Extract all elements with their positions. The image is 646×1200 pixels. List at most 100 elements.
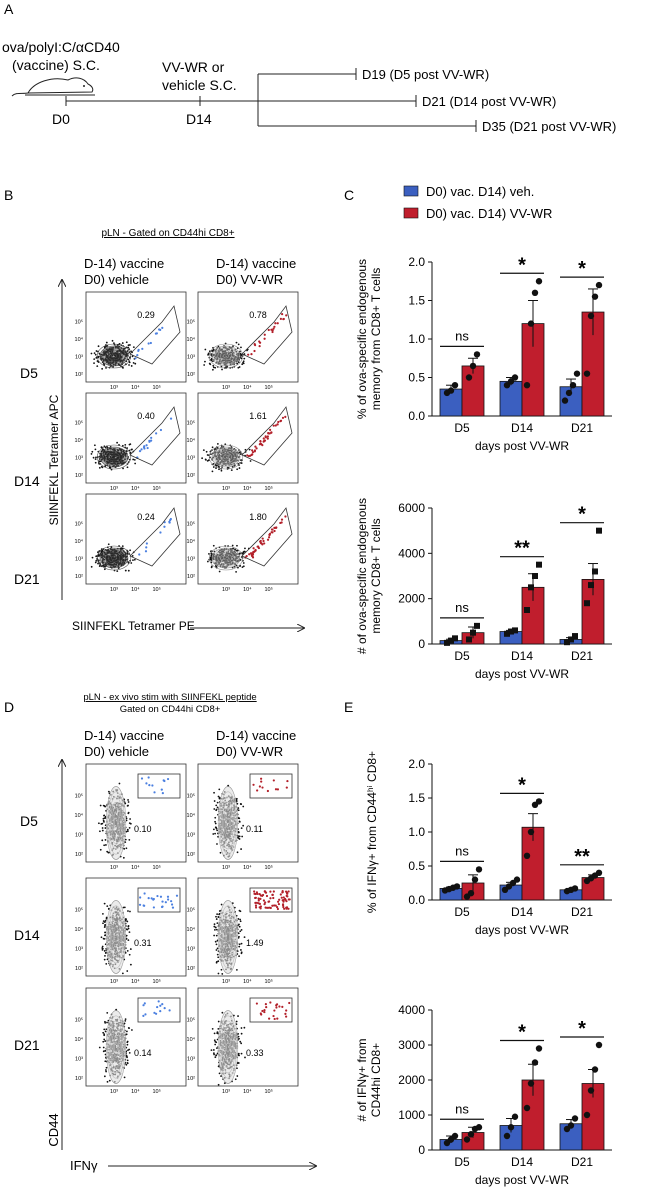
- x-tick-label: D5: [454, 649, 470, 663]
- y-tick-label: 2.0: [408, 757, 425, 771]
- flow-x-tick: 10⁵: [152, 978, 160, 985]
- flow-y-tick: 10⁵: [75, 793, 83, 800]
- flow-y-tick: 10⁵: [75, 319, 83, 326]
- data-point: [588, 582, 594, 589]
- flow-density: [212, 777, 289, 860]
- flow-plot-frame: [197, 291, 299, 383]
- significance-label: *: [578, 504, 586, 526]
- flow-x-tick: 10⁴: [131, 384, 140, 391]
- data-point: [474, 622, 480, 629]
- d-row-d5: D5: [20, 813, 38, 829]
- flow-x-tick: 10⁵: [264, 1088, 272, 1095]
- flow-plot: 10² 10³ 10⁴ 10⁵ 10³ 10⁴ 10⁵ 0.29: [75, 291, 187, 391]
- data-point: [503, 1132, 511, 1140]
- flow-y-tick: 10²: [187, 1076, 195, 1082]
- significance-label: ns: [455, 1101, 469, 1116]
- b-col1-line2: D0) vehicle: [84, 272, 149, 287]
- data-point: [504, 630, 510, 637]
- b-col2-line1: D-14) vaccine: [216, 256, 296, 271]
- y-tick-label: 1000: [398, 1108, 425, 1122]
- flow-density: [98, 1000, 171, 1084]
- b-row-d14: D14: [14, 473, 40, 489]
- flow-plot-frame: [85, 493, 187, 585]
- flow-y-tick: 10³: [75, 833, 83, 839]
- flow-y-tick: 10³: [187, 1057, 195, 1063]
- gate-box: [137, 773, 181, 799]
- flow-x-tick: 10⁴: [243, 864, 252, 871]
- data-point: [451, 1132, 459, 1140]
- flow-density: [203, 313, 288, 371]
- flow-y-tick: 10⁵: [187, 420, 195, 427]
- flow-plot-frame: [197, 493, 299, 585]
- y-axis-title: % of ova-specific endogenous: [355, 259, 369, 419]
- x-tick-label: D21: [571, 905, 593, 919]
- data-point: [451, 382, 459, 389]
- flow-plot: 10² 10³ 10⁴ 10⁵ 10³ 10⁴ 10⁵ 0.31: [75, 877, 187, 985]
- panel-e-label: E: [344, 699, 353, 715]
- data-point: [567, 1122, 575, 1129]
- d-col1-line2: D0) vehicle: [84, 744, 149, 759]
- data-point: [465, 374, 473, 381]
- flow-density: [206, 515, 287, 573]
- gate-percentage: 0.14: [134, 1048, 152, 1058]
- flow-y-tick: 10³: [75, 557, 83, 563]
- flow-plot-frame: [85, 877, 187, 977]
- gate-box: [249, 997, 293, 1023]
- significance-label: ns: [455, 843, 469, 858]
- data-point: [536, 561, 542, 568]
- flow-x-tick: 10⁵: [152, 485, 160, 492]
- flow-plot: 10² 10³ 10⁴ 10⁵ 10³ 10⁴ 10⁵ 1.61: [187, 392, 299, 492]
- y-tick-label: 0: [418, 637, 425, 651]
- panel-b: B pLN - Gated on CD44hi CD8+ D-14) vacci…: [4, 187, 304, 633]
- flow-x-tick: 10⁴: [131, 978, 140, 985]
- x-tick-label: D21: [571, 421, 593, 435]
- y-tick-label: 1.5: [408, 294, 425, 308]
- x-tick-label: D5: [454, 1155, 470, 1169]
- data-point: [569, 382, 577, 389]
- flow-plot: 10² 10³ 10⁴ 10⁵ 10³ 10⁴ 10⁵ 1.49: [187, 877, 299, 985]
- flow-x-tick: 10³: [110, 486, 118, 492]
- flow-x-tick: 10⁵: [264, 978, 272, 985]
- gate-polygon: [129, 305, 181, 365]
- flow-y-tick: 10²: [187, 473, 195, 479]
- x-tick-label: D14: [511, 1155, 533, 1169]
- flow-x-tick: 10⁴: [243, 1088, 252, 1095]
- flow-x-tick: 10⁴: [131, 586, 140, 593]
- data-point: [447, 387, 455, 394]
- flow-x-tick: 10³: [222, 587, 230, 593]
- flow-density: [90, 517, 172, 573]
- flow-y-tick: 10⁴: [187, 538, 196, 545]
- flow-plot-frame: [197, 392, 299, 484]
- flow-density: [213, 889, 291, 975]
- flow-x-tick: 10³: [110, 385, 118, 391]
- data-point: [524, 607, 530, 613]
- y-tick-label: 6000: [398, 501, 425, 515]
- flow-x-tick: 10⁵: [264, 586, 272, 593]
- flow-plot-frame: [197, 763, 299, 863]
- x-axis-title: days post VV-WR: [475, 667, 569, 681]
- y-axis-title: # of ova-specific endogenous: [355, 498, 369, 654]
- flow-x-tick: 10⁵: [152, 1088, 160, 1095]
- d-ylabel: CD44: [46, 1113, 61, 1146]
- flow-x-tick: 10⁴: [243, 978, 252, 985]
- panel-b-label: B: [4, 187, 13, 203]
- b-col1-line1: D-14) vaccine: [84, 256, 164, 271]
- flow-density: [210, 1001, 291, 1086]
- x-axis-title: days post VV-WR: [475, 439, 569, 453]
- data-point: [523, 852, 531, 859]
- gate-percentage: 0.78: [249, 310, 267, 320]
- flow-y-tick: 10⁵: [187, 319, 195, 326]
- panel-a-label: A: [4, 1, 14, 17]
- flow-y-tick: 10²: [75, 852, 83, 858]
- flow-density: [100, 892, 179, 975]
- flow-y-tick: 10³: [187, 947, 195, 953]
- vaccine-line2: (vaccine) S.C.: [12, 57, 100, 73]
- flow-y-tick: 10²: [75, 473, 83, 479]
- y-axis-title-line2: memory CD8+ T cells: [369, 518, 383, 633]
- bar-charts: 0.0 0.5 1.0 1.5 2.0 % of ova-specific endogen…: [355, 254, 612, 1187]
- flow-x-tick: 10⁵: [264, 485, 272, 492]
- flow-plot-frame: [85, 763, 187, 863]
- gate-box: [137, 887, 181, 913]
- y-tick-label: 0: [418, 1143, 425, 1157]
